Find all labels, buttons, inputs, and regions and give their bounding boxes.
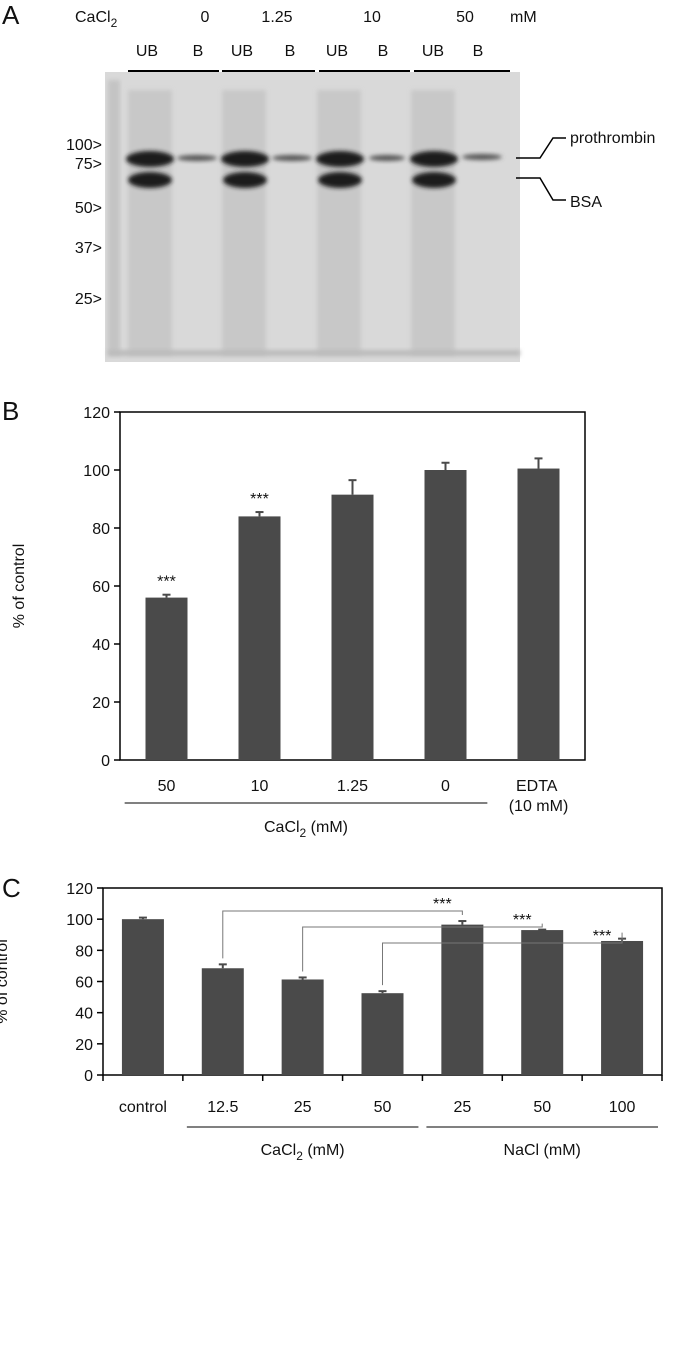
- group-label-base: CaCl: [261, 1142, 297, 1159]
- comparison-bracket: [302, 923, 543, 972]
- bar: [331, 494, 374, 760]
- bar: [441, 924, 484, 1075]
- comparison-label: ***: [593, 928, 612, 945]
- gel-compound-sub: 2: [111, 16, 118, 30]
- group-label-rest: (mM): [303, 1142, 345, 1159]
- y-tick-label: 120: [66, 881, 93, 898]
- y-tick-label: 100: [83, 463, 110, 480]
- significance-label: ***: [157, 574, 176, 591]
- group-label: NaCl (mM): [504, 1142, 581, 1159]
- bar: [121, 919, 164, 1075]
- bar: [521, 930, 564, 1075]
- group-label: CaCl2 (mM): [261, 1142, 345, 1163]
- x-tick-label: 25: [294, 1099, 312, 1116]
- panel-label: A: [2, 0, 20, 30]
- gel-concentration: 10: [363, 9, 381, 26]
- gel-concentration: 0: [201, 9, 210, 26]
- y-tick-label: 60: [92, 579, 110, 596]
- x-tick-label-line: EDTA: [516, 778, 561, 795]
- x-tick-label: control: [119, 1099, 167, 1116]
- x-tick-label: 100: [609, 1099, 636, 1116]
- group-label-base: NaCl (mM): [504, 1142, 581, 1159]
- x-tick-label: 1.25: [337, 778, 368, 795]
- comparison-label: ***: [513, 912, 532, 929]
- y-tick-label: 80: [75, 943, 93, 960]
- gel-concentration: 50: [456, 9, 474, 26]
- x-tick-label: 50: [158, 778, 176, 795]
- x-tick-label: 25: [453, 1099, 471, 1116]
- y-tick-label: 100: [66, 912, 93, 929]
- gel-image: [105, 70, 566, 362]
- gel-band-label: BSA: [570, 194, 602, 211]
- gel-lane-label: UB: [136, 43, 158, 60]
- y-tick-label: 40: [75, 1006, 93, 1023]
- x-tick-label-line: (10 mM): [509, 798, 569, 815]
- y-tick-label: 20: [75, 1037, 93, 1054]
- bar: [601, 940, 644, 1075]
- y-tick-label: 60: [75, 975, 93, 992]
- gel-marker: 37>: [75, 240, 102, 257]
- group-label: CaCl2 (mM): [264, 819, 348, 840]
- group-label-rest: (mM): [306, 819, 348, 836]
- y-tick-label: 120: [83, 405, 110, 422]
- panel-label: C: [2, 873, 21, 903]
- gel-lane-label: B: [285, 43, 296, 60]
- gel-lane-label: UB: [231, 43, 253, 60]
- y-tick-label: 80: [92, 521, 110, 538]
- bar: [281, 979, 324, 1075]
- y-axis-label: % of control: [0, 939, 11, 1023]
- y-tick-label: 0: [101, 753, 110, 770]
- gel-lane-label: B: [193, 43, 204, 60]
- y-tick-label: 40: [92, 637, 110, 654]
- y-tick-label: 0: [84, 1068, 93, 1085]
- panel-label: B: [2, 396, 19, 426]
- bar: [201, 968, 244, 1075]
- comparison-label: ***: [433, 896, 452, 913]
- comparison-bracket: [382, 932, 623, 986]
- bar: [424, 470, 467, 760]
- gel-band-label: prothrombin: [570, 130, 655, 147]
- x-tick-label: EDTA (10 mM): [509, 778, 569, 815]
- x-tick-label: 50: [374, 1099, 392, 1116]
- gel-lane-label: B: [473, 43, 484, 60]
- gel-marker: 50>: [75, 200, 102, 217]
- x-tick-label: 0: [441, 778, 450, 795]
- bar: [361, 993, 404, 1075]
- significance-label: ***: [250, 491, 269, 508]
- gel-unit: mM: [510, 9, 537, 26]
- y-tick-label: 20: [92, 695, 110, 712]
- gel-marker: 75>: [75, 156, 102, 173]
- x-tick-label: 50: [533, 1099, 551, 1116]
- comparison-bracket: [222, 910, 463, 959]
- bar: [517, 468, 560, 760]
- bar: [145, 597, 188, 760]
- gel-concentration: 1.25: [261, 9, 292, 26]
- gel-lane-label: UB: [422, 43, 444, 60]
- gel-compound: CaCl2: [75, 9, 118, 30]
- group-label-base: CaCl: [264, 819, 300, 836]
- x-tick-label: 12.5: [207, 1099, 238, 1116]
- gel-lane-label: UB: [326, 43, 348, 60]
- group-label-sub: 2: [296, 1149, 303, 1163]
- gel-compound-base: CaCl: [75, 9, 111, 26]
- gel-marker: 100>: [66, 137, 102, 154]
- group-label-sub: 2: [300, 826, 307, 840]
- gel-lane-label: B: [378, 43, 389, 60]
- x-tick-label: 10: [251, 778, 269, 795]
- bar: [238, 516, 281, 760]
- y-axis-label: % of control: [11, 544, 28, 628]
- gel-marker: 25>: [75, 291, 102, 308]
